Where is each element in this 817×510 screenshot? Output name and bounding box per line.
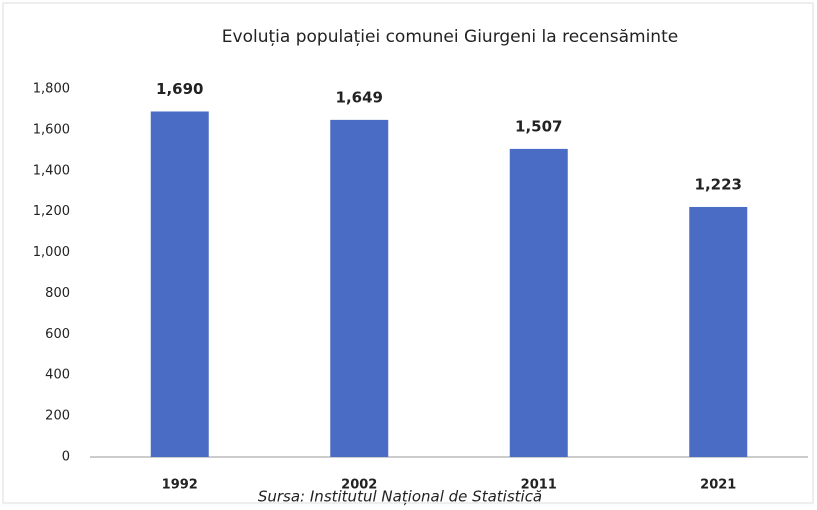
y-tick-label: 0 [62, 450, 70, 465]
x-tick-label: 2011 [521, 478, 557, 493]
y-tick-label: 1,800 [33, 82, 70, 97]
data-label: 1,507 [515, 117, 562, 135]
y-tick-label: 400 [45, 368, 70, 383]
bar [330, 119, 389, 458]
y-tick-label: 1,200 [33, 204, 70, 219]
y-tick-label: 600 [45, 327, 70, 342]
bar [509, 148, 568, 457]
y-tick-label: 1,600 [33, 122, 70, 137]
data-label: 1,649 [336, 88, 383, 106]
x-tick-label: 2002 [341, 478, 377, 493]
y-tick-label: 800 [45, 286, 70, 301]
bar [689, 206, 748, 457]
data-label: 1,690 [156, 80, 203, 98]
chart-title: Evoluția populației comunei Giurgeni la … [222, 27, 678, 47]
source-note: Sursa: Institutul Național de Statistică [258, 488, 542, 506]
bar [150, 111, 209, 457]
y-tick-label: 1,400 [33, 163, 70, 178]
x-tick-label: 2021 [700, 478, 736, 493]
chart-frame [2, 2, 814, 504]
x-tick-label: 1992 [162, 478, 198, 493]
y-tick-label: 1,000 [33, 245, 70, 260]
data-label: 1,223 [695, 175, 742, 193]
y-tick-label: 200 [45, 409, 70, 424]
